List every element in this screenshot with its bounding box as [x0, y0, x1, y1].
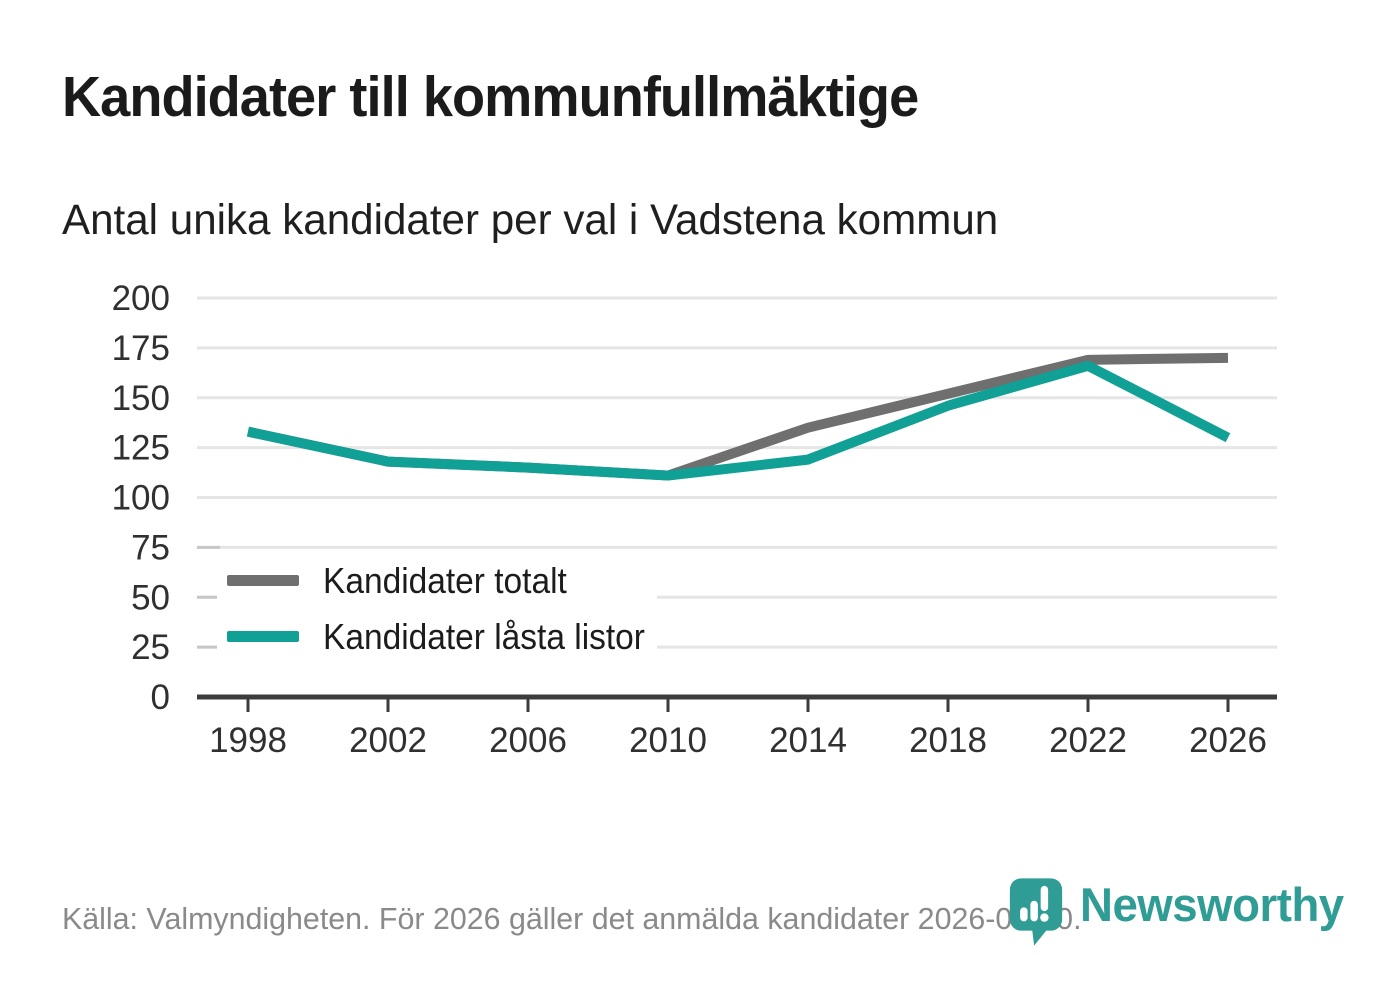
- legend-label-totalt: Kandidater totalt: [323, 560, 567, 601]
- y-tick-label: 75: [131, 528, 170, 567]
- x-tick-label: 2014: [769, 721, 847, 760]
- x-tick-label: 2026: [1189, 721, 1267, 760]
- y-tick-label: 150: [112, 379, 170, 418]
- newsworthy-logo-icon: [1009, 878, 1063, 946]
- legend-swatch-totalt: [227, 575, 299, 587]
- x-tick-label: 2006: [489, 721, 567, 760]
- x-tick-label: 1998: [209, 721, 287, 760]
- y-tick-label: 25: [131, 628, 170, 667]
- newsworthy-wordmark: Newsworthy: [1080, 878, 1344, 931]
- y-tick-label: 125: [112, 429, 170, 468]
- legend-swatch-lasta-listor: [227, 631, 299, 643]
- x-tick-label: 2022: [1049, 721, 1127, 760]
- y-tick-label: 50: [131, 578, 170, 617]
- legend-label-lasta-listor: Kandidater låsta listor: [323, 616, 645, 657]
- y-tick-label: 0: [151, 678, 170, 717]
- legend-item-totalt: Kandidater totalt: [227, 561, 585, 601]
- x-tick-label: 2002: [349, 721, 427, 760]
- page-subtitle: Antal unika kandidater per val i Vadsten…: [62, 196, 999, 244]
- y-tick-label: 175: [112, 329, 170, 368]
- legend-item-lasta-listor: Kandidater låsta listor: [227, 617, 669, 657]
- newsworthy-brand: Newsworthy: [1008, 876, 1352, 948]
- y-tick-label: 200: [112, 279, 170, 318]
- chart-legend: Kandidater totalt Kandidater låsta listo…: [217, 553, 657, 665]
- y-tick-label: 100: [112, 479, 170, 518]
- x-tick-label: 2018: [909, 721, 987, 760]
- page-title: Kandidater till kommunfullmäktige: [62, 65, 919, 129]
- source-note: Källa: Valmyndigheten. För 2026 gäller d…: [62, 901, 1082, 936]
- series-line-1: [246, 360, 1231, 481]
- x-tick-label: 2010: [629, 721, 707, 760]
